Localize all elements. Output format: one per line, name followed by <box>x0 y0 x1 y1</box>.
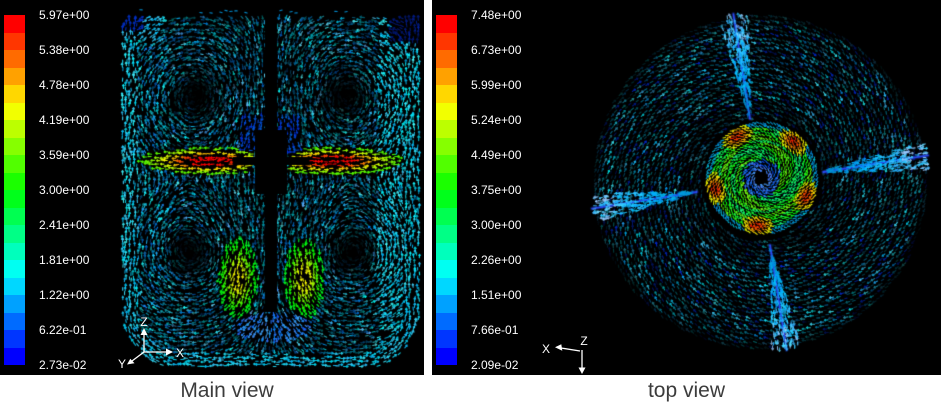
legend-tick: 3.00e+00 <box>471 218 522 232</box>
legend-labels: 5.97e+00 5.38e+00 4.78e+00 4.19e+00 3.59… <box>39 8 89 372</box>
legend-tick: 1.51e+00 <box>471 288 522 302</box>
legend-tick: 3.75e+00 <box>471 183 522 197</box>
colorbar <box>4 15 25 365</box>
legend-tick: 6.73e+00 <box>471 43 522 57</box>
main-view-panel: 5.97e+00 5.38e+00 4.78e+00 4.19e+00 3.59… <box>0 0 424 375</box>
legend-tick: 1.22e+00 <box>39 288 90 302</box>
legend-tick: 5.99e+00 <box>471 78 522 92</box>
legend-tick: 3.00e+00 <box>39 183 90 197</box>
top-view-panel: 7.48e+00 6.73e+00 5.99e+00 5.24e+00 4.49… <box>432 0 941 375</box>
legend-tick: 2.41e+00 <box>39 218 90 232</box>
axis-label-z: Z <box>140 315 147 329</box>
legend-tick: 7.48e+00 <box>471 8 522 22</box>
legend-tick: 2.09e-02 <box>471 358 519 372</box>
legend-tick: 5.24e+00 <box>471 113 522 127</box>
legend-tick: 4.49e+00 <box>471 148 522 162</box>
top-view-caption: top view <box>647 378 726 402</box>
legend-tick: 4.78e+00 <box>39 78 90 92</box>
legend-tick: 7.66e-01 <box>471 323 519 337</box>
axis-label-z: Z <box>580 334 587 348</box>
main-view-caption: Main view <box>180 378 274 402</box>
legend-tick: 6.22e-01 <box>39 323 87 337</box>
legend-tick: 5.97e+00 <box>39 8 90 22</box>
legend-tick: 1.81e+00 <box>39 253 90 267</box>
main-view-vector-plot <box>0 0 424 375</box>
top-view-vector-plot <box>432 0 941 375</box>
axis-label-y: Y <box>118 357 126 370</box>
legend-tick: 3.59e+00 <box>39 148 90 162</box>
legend-tick: 5.38e+00 <box>39 43 90 57</box>
legend-labels: 7.48e+00 6.73e+00 5.99e+00 5.24e+00 4.49… <box>471 8 521 372</box>
axis-triad-main: Z X Y <box>118 315 184 370</box>
axis-label-x: X <box>542 342 550 356</box>
legend-tick: 4.19e+00 <box>39 113 90 127</box>
axis-triad-top: Z X <box>542 334 588 374</box>
colorbar <box>436 15 457 365</box>
axis-label-x: X <box>176 346 184 360</box>
legend-tick: 2.26e+00 <box>471 253 522 267</box>
legend-tick: 2.73e-02 <box>39 358 87 372</box>
